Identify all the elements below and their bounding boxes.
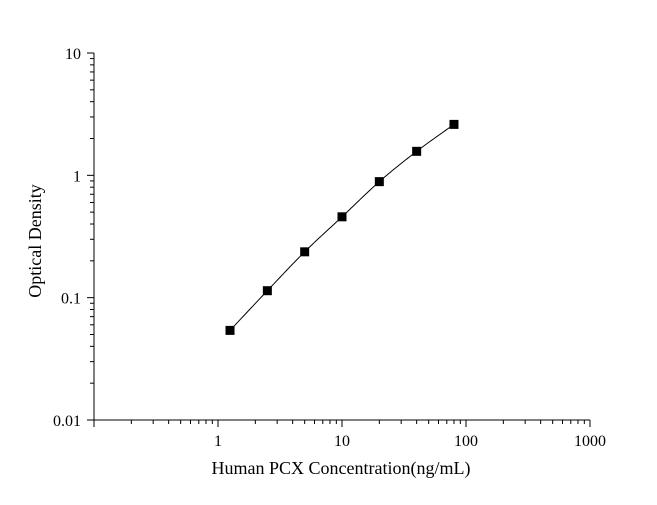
y-tick-label: 1 bbox=[73, 168, 81, 185]
y-axis-title: Optical Density bbox=[25, 184, 45, 297]
data-point bbox=[225, 325, 235, 335]
axes: 1 10 100 1000 0.01 0.1 1 10 bbox=[53, 46, 606, 450]
x-tick-label: 1000 bbox=[574, 433, 606, 450]
data-point bbox=[412, 146, 422, 156]
x-tick-label: 1 bbox=[214, 433, 222, 450]
data-point bbox=[449, 119, 459, 129]
x-tick-label: 10 bbox=[334, 433, 350, 450]
x-tick-label: 100 bbox=[454, 433, 478, 450]
x-axis-title: Human PCX Concentration(ng/mL) bbox=[212, 458, 471, 479]
y-tick-label: 10 bbox=[65, 46, 81, 63]
data-point bbox=[300, 247, 310, 257]
axis-labels: Human PCX Concentration(ng/mL) Optical D… bbox=[25, 184, 470, 479]
y-tick-label: 0.01 bbox=[53, 413, 81, 430]
data-point bbox=[262, 286, 272, 296]
data-point bbox=[374, 177, 384, 187]
y-tick-label: 0.1 bbox=[61, 291, 81, 308]
data-points bbox=[225, 119, 459, 335]
data-point bbox=[337, 212, 347, 222]
